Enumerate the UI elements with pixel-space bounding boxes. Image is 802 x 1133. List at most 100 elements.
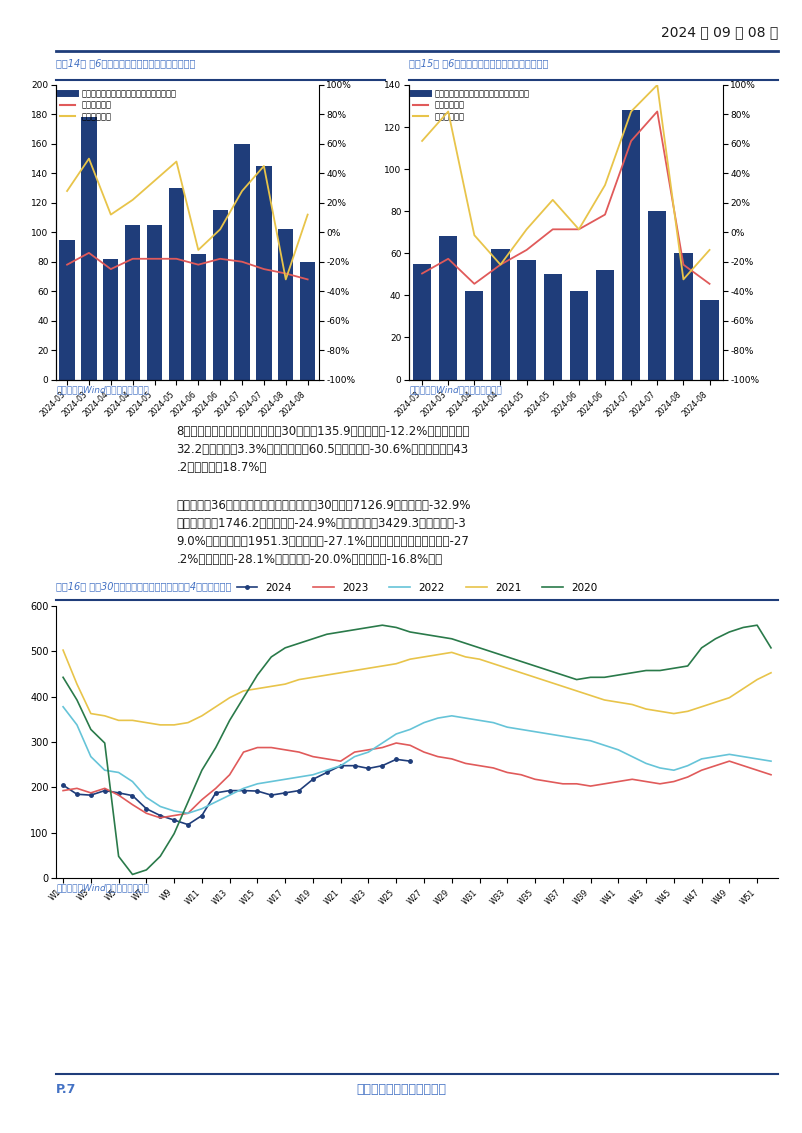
- Bar: [544, 274, 562, 380]
- Bar: [569, 291, 588, 380]
- Bar: [147, 224, 162, 380]
- 2024: [363, 761, 373, 775]
- 2023: [461, 757, 471, 770]
- 2024: [197, 809, 207, 823]
- 2022: [322, 764, 332, 777]
- 2020: [419, 628, 429, 641]
- Bar: [413, 264, 431, 380]
- 2022: [59, 700, 68, 714]
- 2024: [169, 813, 179, 827]
- 2021: [405, 653, 415, 666]
- Legend: 样本二线城市新房成交面积（万方，左轴）, 同比（右轴）, 环比（右轴）: 样本二线城市新房成交面积（万方，左轴）, 同比（右轴）, 环比（右轴）: [60, 90, 177, 121]
- Text: 图表15： 近6月样本三线城市新房成交面积及同比: 图表15： 近6月样本三线城市新房成交面积及同比: [409, 58, 549, 68]
- 2024: [322, 766, 332, 780]
- Bar: [439, 237, 457, 380]
- 2023: [419, 746, 429, 759]
- 2023: [156, 811, 165, 825]
- 2024: [156, 809, 165, 823]
- 2023: [391, 736, 401, 750]
- 2024: [253, 784, 262, 798]
- Bar: [125, 224, 140, 380]
- Bar: [81, 118, 96, 380]
- Bar: [278, 229, 294, 380]
- Line: 2020: 2020: [63, 625, 771, 875]
- Bar: [492, 249, 509, 380]
- 2020: [766, 641, 776, 655]
- 2020: [544, 664, 553, 678]
- 2024: [239, 784, 249, 798]
- Text: 资料来源：Wind，国盛证券研究所: 资料来源：Wind，国盛证券研究所: [56, 884, 149, 893]
- Bar: [700, 299, 719, 380]
- Line: 2023: 2023: [63, 743, 771, 818]
- Text: 图表16： 样本30城历年新房周度成交（万方，4周移动平均）: 图表16： 样本30城历年新房周度成交（万方，4周移动平均）: [56, 581, 232, 591]
- 2024: [114, 786, 124, 800]
- Bar: [648, 211, 666, 380]
- 2022: [183, 807, 192, 820]
- Bar: [103, 258, 119, 380]
- 2021: [156, 718, 165, 732]
- Bar: [257, 165, 272, 380]
- Text: 资料来源：Wind，国盛证券研究所: 资料来源：Wind，国盛证券研究所: [56, 385, 149, 394]
- Bar: [300, 262, 315, 380]
- 2024: [86, 789, 95, 802]
- Bar: [596, 270, 614, 380]
- Line: 2021: 2021: [63, 650, 771, 725]
- Text: 请仔细阅读本报告末页声明: 请仔细阅读本报告末页声明: [356, 1083, 446, 1096]
- 2024: [59, 778, 68, 792]
- 2021: [724, 691, 734, 705]
- Legend: 样本三线城市新房成交面积（万方，左轴）, 同比（右轴）, 环比（右轴）: 样本三线城市新房成交面积（万方，左轴）, 同比（右轴）, 环比（右轴）: [413, 90, 530, 121]
- Legend: 2024, 2023, 2022, 2021, 2020: 2024, 2023, 2022, 2021, 2020: [233, 579, 602, 597]
- Bar: [59, 239, 75, 380]
- Bar: [517, 259, 536, 380]
- 2024: [294, 784, 304, 798]
- 2024: [211, 786, 221, 800]
- 2023: [544, 775, 553, 789]
- 2021: [114, 714, 124, 727]
- 2021: [766, 666, 776, 680]
- Line: 2024: 2024: [61, 758, 412, 826]
- 2021: [530, 671, 540, 684]
- Bar: [465, 291, 484, 380]
- 2021: [322, 668, 332, 682]
- 2024: [350, 759, 359, 773]
- 2023: [59, 784, 68, 798]
- 2020: [128, 868, 137, 881]
- Bar: [191, 254, 206, 380]
- 2022: [766, 755, 776, 768]
- 2024: [308, 773, 318, 786]
- 2020: [322, 628, 332, 641]
- Text: 图表14： 近6月样本二线城市新房成交面积及同比: 图表14： 近6月样本二线城市新房成交面积及同比: [56, 58, 196, 68]
- 2020: [114, 850, 124, 863]
- 2024: [225, 784, 234, 798]
- 2024: [378, 759, 387, 773]
- Bar: [674, 254, 693, 380]
- 2024: [141, 802, 151, 816]
- Bar: [622, 110, 640, 380]
- 2022: [530, 725, 540, 739]
- 2021: [502, 662, 512, 675]
- 2020: [516, 655, 526, 668]
- 2022: [502, 721, 512, 734]
- 2023: [114, 789, 124, 802]
- Text: 从今年累计36周新房成交面积同比看，样本30城共计7126.9万方，同比-32.9%
；一线城市为1746.2万方，同比-24.9%；二线城市为3429.3万方: 从今年累计36周新房成交面积同比看，样本30城共计7126.9万方，同比-32.…: [176, 499, 471, 565]
- 2024: [281, 786, 290, 800]
- 2024: [183, 818, 192, 832]
- Bar: [234, 144, 249, 380]
- 2024: [336, 759, 346, 773]
- 2022: [114, 766, 124, 780]
- 2023: [516, 768, 526, 782]
- Text: 2024 年 09 月 08 日: 2024 年 09 月 08 日: [661, 26, 778, 40]
- Line: 2022: 2022: [63, 707, 771, 813]
- Bar: [168, 188, 184, 380]
- Text: P.7: P.7: [56, 1083, 76, 1096]
- 2024: [72, 787, 82, 801]
- 2024: [405, 755, 415, 768]
- 2021: [59, 644, 68, 657]
- 2024: [266, 789, 276, 802]
- 2023: [766, 768, 776, 782]
- 2020: [378, 619, 387, 632]
- 2022: [724, 748, 734, 761]
- 2024: [128, 789, 137, 802]
- 2020: [461, 637, 471, 650]
- 2020: [59, 671, 68, 684]
